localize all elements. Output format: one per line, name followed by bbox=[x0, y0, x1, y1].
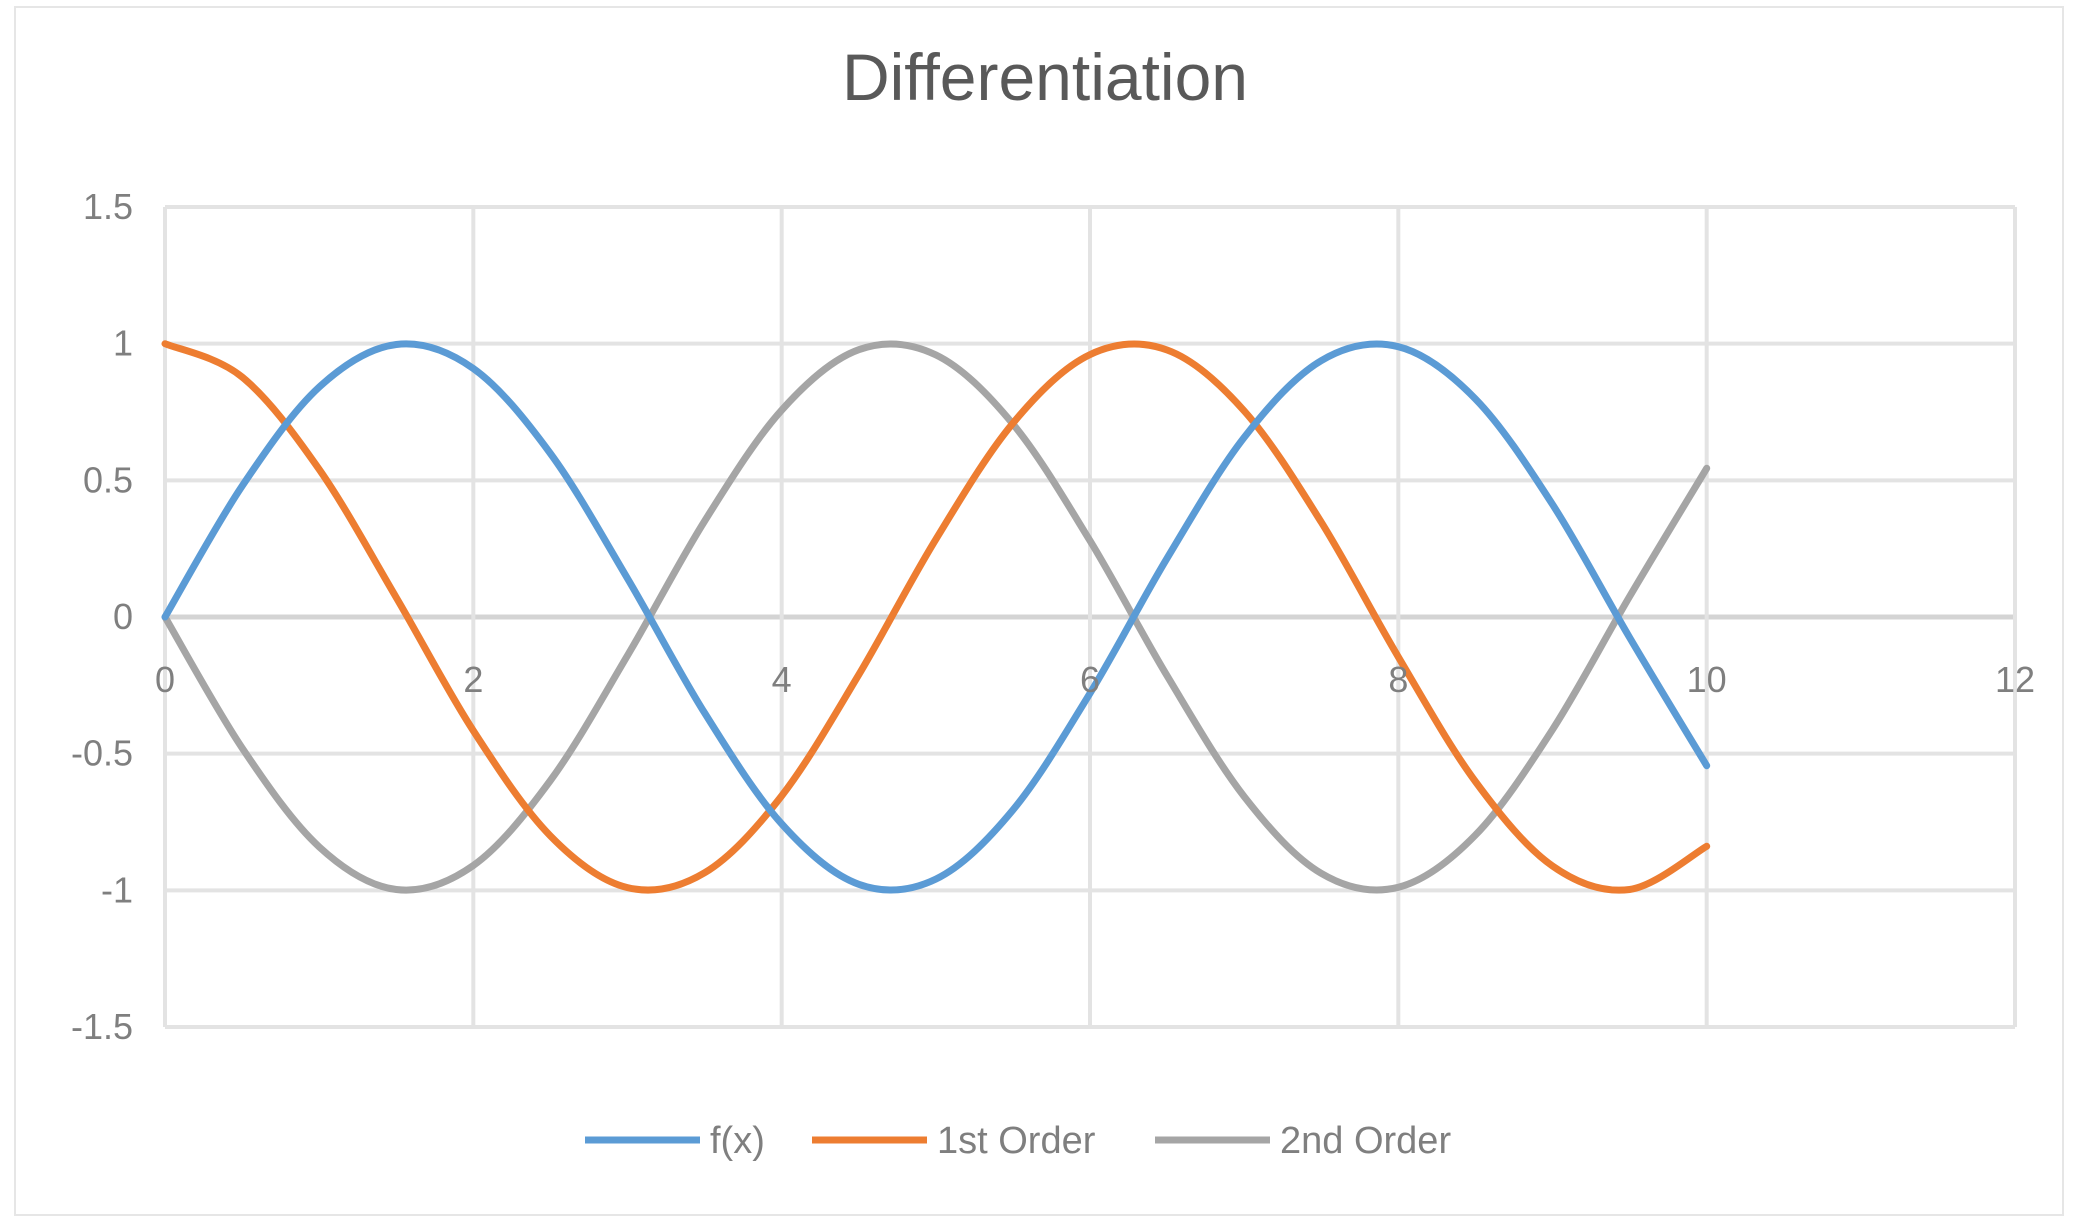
chart-title: Differentiation bbox=[842, 40, 1248, 114]
x-tick-label: 4 bbox=[772, 659, 792, 700]
x-tick-label: 6 bbox=[1080, 659, 1100, 700]
y-tick-label: 1 bbox=[113, 323, 133, 364]
x-axis-ticks: 0 2 4 6 8 10 12 bbox=[155, 659, 2035, 700]
x-tick-label: 8 bbox=[1388, 659, 1408, 700]
x-tick-label: 2 bbox=[463, 659, 483, 700]
y-tick-label: 0.5 bbox=[83, 459, 133, 500]
y-tick-label: -1 bbox=[101, 869, 133, 910]
series-line-f-x bbox=[161, 340, 1711, 894]
legend: f(x) 1st Order 2nd Order bbox=[585, 1120, 1451, 1162]
legend-label-1st-order: 1st Order bbox=[937, 1120, 1096, 1162]
x-tick-label: 12 bbox=[1995, 659, 2035, 700]
y-tick-label: -0.5 bbox=[71, 733, 133, 774]
legend-label-2nd-order: 2nd Order bbox=[1280, 1120, 1451, 1162]
x-tick-label: 10 bbox=[1687, 659, 1727, 700]
series-line-2nd-order bbox=[161, 340, 1711, 894]
gridlines bbox=[163, 205, 2017, 1029]
series-line-1st-order bbox=[161, 340, 1711, 894]
y-tick-label: 0 bbox=[113, 596, 133, 637]
y-tick-label: -1.5 bbox=[71, 1006, 133, 1047]
x-tick-label: 0 bbox=[155, 659, 175, 700]
legend-label-f-x: f(x) bbox=[710, 1120, 765, 1162]
y-axis-ticks: 1.5 1 0.5 0 -0.5 -1 -1.5 bbox=[71, 186, 133, 1047]
y-tick-label: 1.5 bbox=[83, 186, 133, 227]
series-lines bbox=[161, 340, 1711, 894]
